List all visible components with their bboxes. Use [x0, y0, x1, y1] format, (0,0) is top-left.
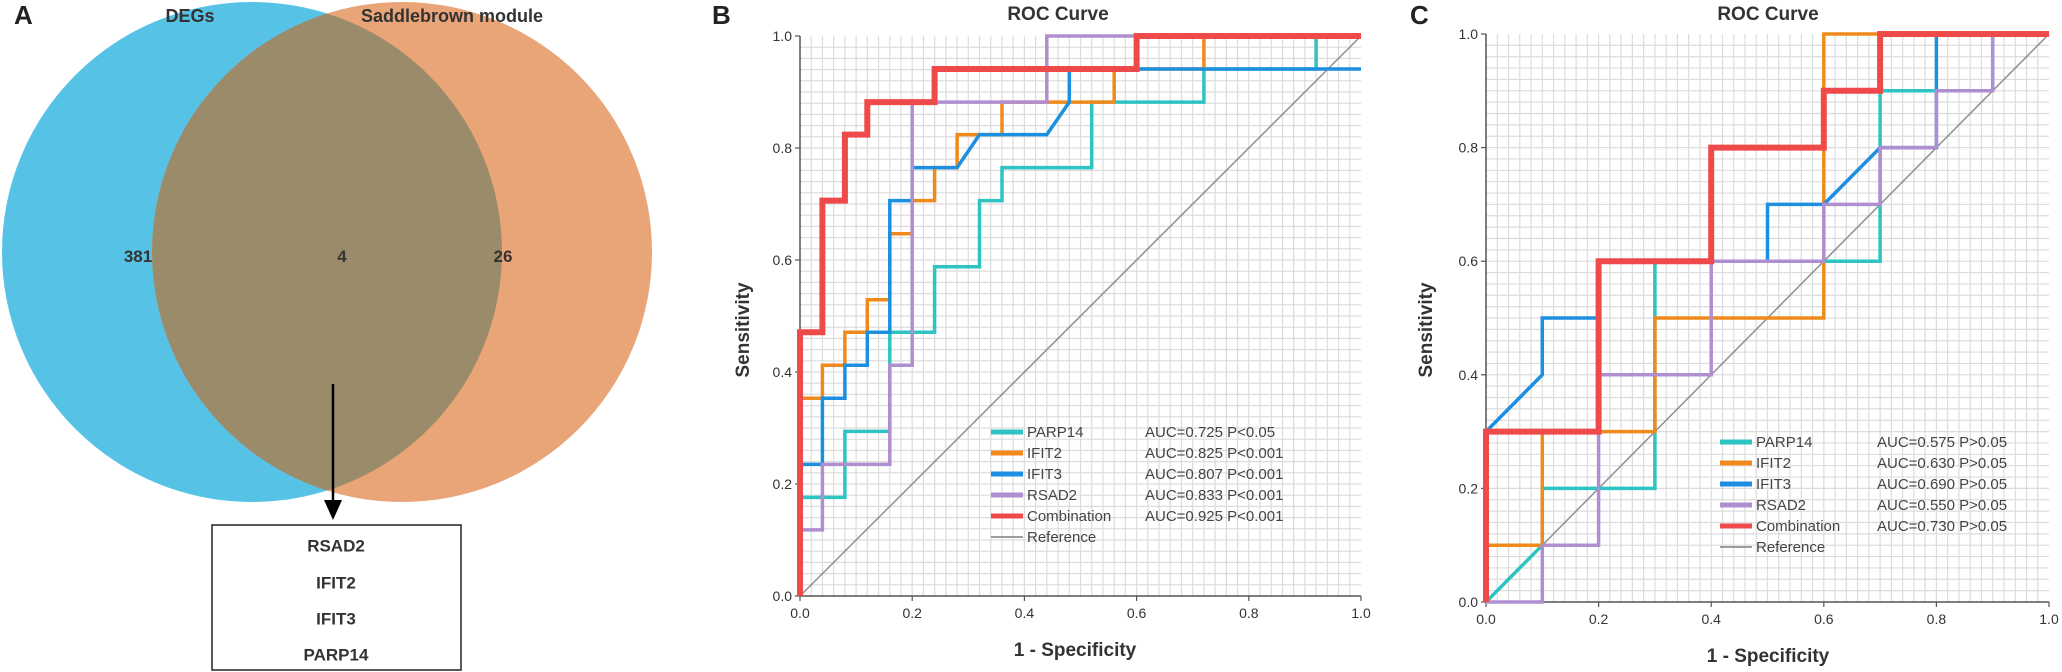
legend-label: RSAD2: [1756, 497, 1806, 514]
roc-line-ifit3: [798, 67, 1361, 596]
legend-stat: AUC=0.925 P<0.001: [1145, 508, 1283, 525]
x-tick-label: 0.0: [1476, 611, 1496, 627]
chart-title: ROC Curve: [1007, 4, 1108, 25]
roc-line-rsad2: [798, 34, 1361, 596]
y-tick-label: 0.6: [1459, 253, 1479, 269]
venn-right-count: 26: [494, 247, 513, 266]
panel-c-letter: C: [1410, 0, 1429, 30]
y-axis-label: Sensitivity: [733, 282, 754, 377]
x-axis-label: 1 - Specificity: [1707, 646, 1830, 667]
roc-line-combination: [797, 33, 1361, 596]
legend-label: IFIT2: [1756, 455, 1791, 472]
y-tick-label: 0.0: [773, 588, 793, 604]
panel-b-letter: B: [712, 0, 731, 30]
legend-label: IFIT2: [1027, 445, 1062, 462]
x-tick-label: 0.4: [1015, 605, 1035, 621]
x-tick-label: 0.6: [1814, 611, 1834, 627]
y-tick-label: 1.0: [1459, 26, 1479, 42]
x-tick-label: 1.0: [1351, 605, 1371, 621]
roc-line-rsad2: [1486, 32, 2049, 604]
gene-list-item: RSAD2: [307, 536, 365, 555]
legend-label: RSAD2: [1027, 487, 1077, 504]
panel-c: C ROC Curve 1 - Specificity Sensitivity …: [1410, 0, 2059, 667]
legend-stat: AUC=0.730 P>0.05: [1877, 518, 2007, 535]
legend-label: Reference: [1756, 539, 1825, 556]
legend-stat: AUC=0.825 P<0.001: [1145, 445, 1283, 462]
roc-plot-c: 0.0 0.2 0.4 0.6 0.8 1.0 0.0 0.2 0.4 0.6 0.8 1.0 PARP…: [1459, 26, 2059, 627]
legend-label: Combination: [1756, 518, 1840, 535]
y-tick-label: 1.0: [773, 28, 793, 44]
x-tick-label: 0.6: [1127, 605, 1147, 621]
chart-title: ROC Curve: [1717, 4, 1818, 25]
x-tick-label: 0.8: [1239, 605, 1259, 621]
panel-b: B ROC Curve 1 - Specificity Sensitivity …: [712, 0, 1371, 661]
y-tick-label: 0.8: [1459, 140, 1479, 156]
legend-stat: AUC=0.725 P<0.05: [1145, 424, 1275, 441]
y-tick-label: 0.8: [773, 140, 793, 156]
gene-list-item: IFIT3: [316, 609, 356, 628]
venn-left-label: DEGs: [165, 6, 214, 26]
legend-label: PARP14: [1756, 434, 1812, 451]
y-axis-label: Sensitivity: [1416, 282, 1437, 377]
panel-a: A DEGs Saddlebrown module 381 4 26 RSAD2…: [2, 0, 652, 671]
legend-stat: AUC=0.833 P<0.001: [1145, 487, 1283, 504]
y-tick-label: 0.0: [1459, 594, 1479, 610]
gene-list-item: IFIT2: [316, 573, 356, 592]
legend-stat: AUC=0.550 P>0.05: [1877, 497, 2007, 514]
legend-label: IFIT3: [1756, 476, 1791, 493]
x-tick-label: 0.0: [790, 605, 810, 621]
y-tick-label: 0.4: [1459, 367, 1479, 383]
legend-label: IFIT3: [1027, 466, 1062, 483]
legend-stat: AUC=0.575 P>0.05: [1877, 434, 2007, 451]
venn-arrow: [324, 384, 342, 520]
y-tick-label: 0.2: [773, 476, 793, 492]
panel-a-letter: A: [14, 0, 33, 30]
roc-line-combination: [1483, 31, 2049, 602]
venn-right-label: Saddlebrown module: [361, 6, 543, 26]
venn-overlap-region: [152, 2, 502, 502]
legend-label: Combination: [1027, 508, 1111, 525]
y-tick-label: 0.6: [773, 252, 793, 268]
x-tick-label: 0.2: [1589, 611, 1609, 627]
legend-stat: AUC=0.630 P>0.05: [1877, 455, 2007, 472]
venn-overlap-count: 4: [337, 247, 347, 266]
legend-label: Reference: [1027, 529, 1096, 546]
venn-left-count: 381: [124, 247, 152, 266]
x-axis-label: 1 - Specificity: [1014, 640, 1137, 661]
x-tick-label: 1.0: [2039, 611, 2059, 627]
legend-label: PARP14: [1027, 424, 1083, 441]
y-tick-label: 0.2: [1459, 480, 1479, 496]
legend-stat: AUC=0.690 P>0.05: [1877, 476, 2007, 493]
y-tick-label: 0.4: [773, 364, 793, 380]
x-tick-label: 0.4: [1701, 611, 1721, 627]
x-tick-label: 0.8: [1927, 611, 1947, 627]
x-tick-label: 0.2: [902, 605, 922, 621]
gene-list-box: [211, 524, 462, 671]
roc-plot-b: 0.0 0.2 0.4 0.6 0.8 1.0 0.0 0.2 0.4 0.6 0.8 1.0 PARP…: [773, 28, 1371, 621]
roc-line-reference: [799, 35, 1362, 597]
legend-stat: AUC=0.807 P<0.001: [1145, 466, 1283, 483]
gene-list-item: PARP14: [304, 645, 369, 664]
